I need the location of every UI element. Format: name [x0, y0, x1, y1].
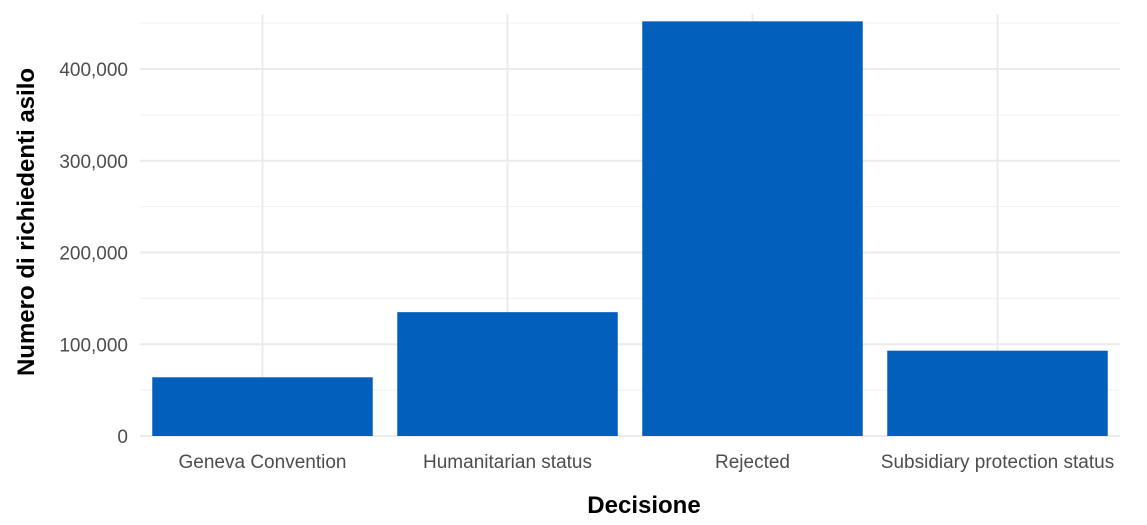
y-tick-label: 400,000 — [59, 60, 128, 81]
y-tick-label: 100,000 — [59, 335, 128, 356]
x-tick-label: Subsidiary protection status — [881, 452, 1114, 473]
y-tick-label: 200,000 — [59, 244, 128, 265]
bar-subsidiary-protection-status — [887, 350, 1108, 436]
y-tick-label: 0 — [117, 427, 128, 448]
bar-geneva-convention — [152, 377, 373, 436]
y-tick-label: 300,000 — [59, 152, 128, 173]
y-axis-tick-labels: 0 100,000 200,000 300,000 400,000 — [59, 60, 128, 448]
bars — [152, 21, 1108, 436]
x-axis-title: Decisione — [587, 492, 700, 519]
bar-humanitarian-status — [397, 312, 618, 436]
x-tick-label: Rejected — [715, 452, 790, 473]
x-tick-label: Humanitarian status — [423, 452, 592, 473]
bar-rejected — [642, 21, 863, 436]
y-axis-title: Numero di richiedenti asilo — [13, 68, 40, 376]
x-tick-label: Geneva Convention — [179, 452, 347, 473]
x-axis-tick-labels: Geneva Convention Humanitarian status Reje… — [179, 452, 1115, 473]
